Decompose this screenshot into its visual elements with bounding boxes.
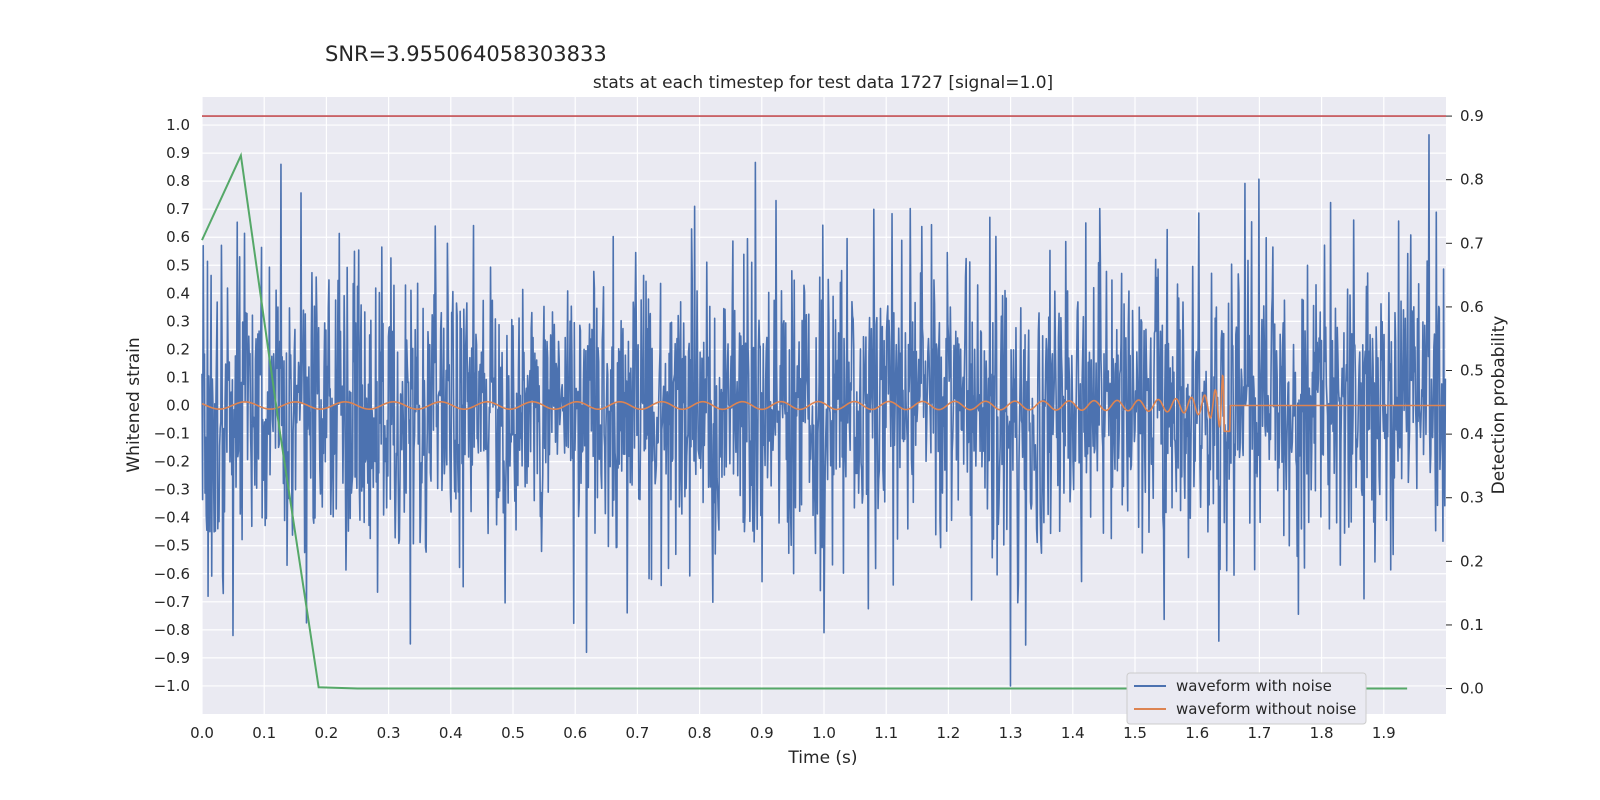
x-tick-label: 0.6	[563, 724, 587, 742]
legend: waveform with noise waveform without noi…	[1126, 672, 1367, 725]
x-tick-label: 0.8	[688, 724, 712, 742]
x-tick-label: 1.8	[1310, 724, 1334, 742]
x-tick-label: 1.1	[874, 724, 898, 742]
x-tick-label: 1.3	[999, 724, 1023, 742]
x-tick-label: 0.4	[439, 724, 463, 742]
y-tick-label: 0.1	[166, 368, 190, 386]
x-tick-label: 1.7	[1247, 724, 1271, 742]
y2-tick-label: 0.4	[1460, 425, 1484, 443]
legend-label-clean: waveform without noise	[1176, 700, 1356, 718]
y2-tick-label: 0.1	[1460, 616, 1484, 634]
x-tick-label: 1.9	[1372, 724, 1396, 742]
series-waveform-with-noise	[201, 134, 1447, 687]
y-tick-label: −0.5	[154, 537, 190, 555]
y2-tick-label: 0.7	[1460, 234, 1484, 252]
x-tick-label: 0.0	[190, 724, 214, 742]
y-tick-label: 0.6	[166, 228, 190, 246]
y-tick-label: 0.7	[166, 200, 190, 218]
legend-label-noise: waveform with noise	[1176, 677, 1332, 695]
y-tick-label: −0.7	[154, 593, 190, 611]
y2-tick-label: 0.9	[1460, 107, 1484, 125]
x-tick-label: 0.9	[750, 724, 774, 742]
y-tick-label: 0.0	[166, 397, 190, 415]
x-axis-title: Time (s)	[787, 748, 857, 768]
x-axis: 0.0 0.1 0.2 0.3 0.4 0.5 0.6 0.7 0.8 0.9 1.0 1.1 1.2 1…	[190, 724, 1396, 742]
y-tick-label: 0.2	[166, 340, 190, 358]
x-tick-label: 0.5	[501, 724, 525, 742]
y-tick-label: 1.0	[166, 116, 190, 134]
y-tick-label: −1.0	[154, 677, 190, 695]
x-tick-label: 0.2	[314, 724, 338, 742]
x-tick-label: 1.2	[936, 724, 960, 742]
y-tick-label: −0.1	[154, 425, 190, 443]
x-tick-label: 1.0	[812, 724, 836, 742]
y-tick-label: 0.4	[166, 284, 190, 302]
y-tick-label: 0.5	[166, 256, 190, 274]
y-tick-label: −0.6	[154, 565, 190, 583]
x-tick-label: 0.7	[625, 724, 649, 742]
x-tick-label: 0.3	[377, 724, 401, 742]
chart-title: stats at each timestep for test data 172…	[593, 73, 1053, 93]
y2-tick-label: 0.8	[1460, 171, 1484, 189]
y2-tick-label: 0.6	[1460, 298, 1484, 316]
y2-tick-label: 0.3	[1460, 489, 1484, 507]
y2-axis-title: Detection probability	[1489, 316, 1509, 495]
y-tick-label: 0.9	[166, 144, 190, 162]
x-tick-label: 1.6	[1185, 724, 1209, 742]
y-axis-title: Whitened strain	[124, 337, 144, 472]
y-tick-label: −0.8	[154, 621, 190, 639]
y-tick-label: 0.3	[166, 312, 190, 330]
y-tick-label: −0.9	[154, 649, 190, 667]
y2-tick-label: 0.5	[1460, 362, 1484, 380]
x-tick-label: 0.1	[252, 724, 276, 742]
y-tick-label: −0.2	[154, 453, 190, 471]
y-tick-label: −0.4	[154, 509, 190, 527]
y2-tick-label: 0.0	[1460, 680, 1484, 698]
y-axis-left: 1.0 0.9 0.8 0.7 0.6 0.5 0.4 0.3 0.2 0.1 0.0 −0.1 −0.…	[154, 116, 190, 695]
series-waveform-without-noise	[201, 374, 1446, 433]
x-tick-label: 1.4	[1061, 724, 1085, 742]
x-tick-label: 1.5	[1123, 724, 1147, 742]
legend-box	[1126, 672, 1367, 725]
snr-annotation: SNR=3.955064058303833	[325, 42, 607, 66]
y-tick-label: 0.8	[166, 172, 190, 190]
y-axis-right: 0.9 0.8 0.7 0.6 0.5 0.4 0.3 0.2 0.1 0.0	[1446, 107, 1484, 698]
y-tick-label: −0.3	[154, 481, 190, 499]
y2-tick-label: 0.2	[1460, 552, 1484, 570]
